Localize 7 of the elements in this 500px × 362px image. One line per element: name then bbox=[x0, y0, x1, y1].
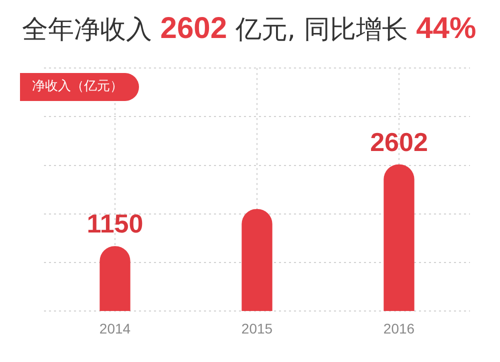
x-tick-label: 2016 bbox=[383, 320, 415, 336]
chart-title: 全年净收入 2602 亿元, 同比增长 44% bbox=[22, 12, 476, 45]
text: 净收入（亿元） bbox=[20, 73, 139, 101]
data-label: 1150 bbox=[86, 208, 144, 239]
x-tick-label: 2015 bbox=[241, 320, 273, 336]
x-tick-label: 2014 bbox=[99, 320, 131, 336]
data-label: 2602 bbox=[370, 126, 428, 157]
